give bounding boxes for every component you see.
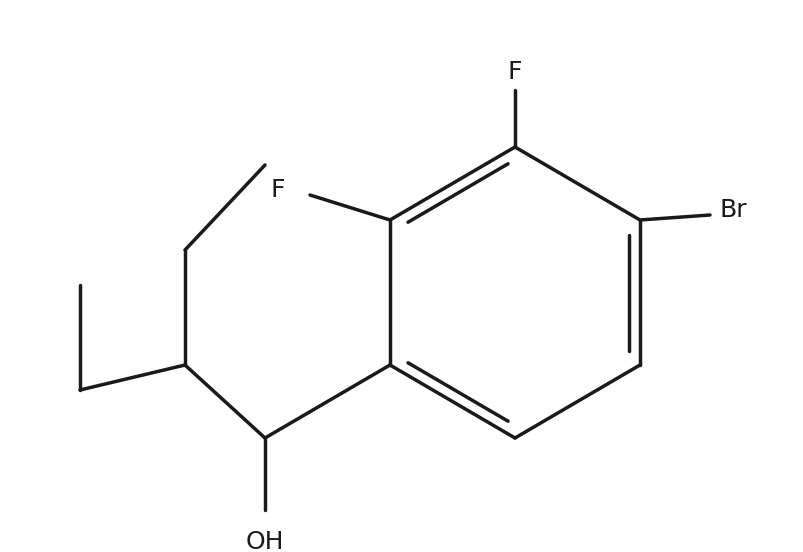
Text: OH: OH bbox=[246, 530, 284, 552]
Text: F: F bbox=[507, 60, 522, 84]
Text: Br: Br bbox=[719, 198, 747, 222]
Text: F: F bbox=[270, 178, 284, 202]
